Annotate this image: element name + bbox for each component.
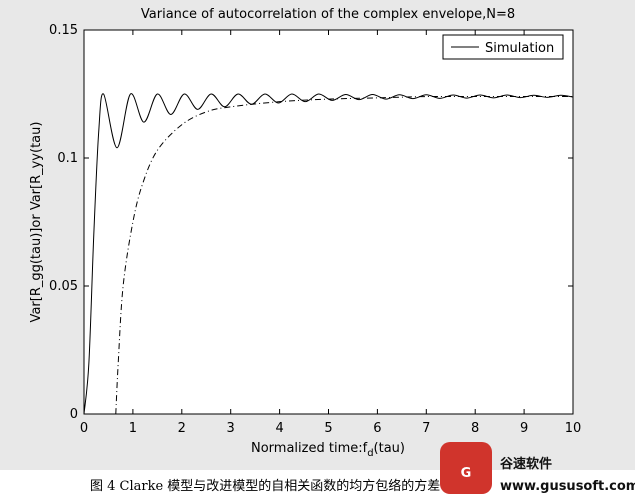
- x-label-main: Normalized time:f: [251, 441, 368, 456]
- x-tick-label: 7: [422, 421, 430, 436]
- x-tick-label: 3: [227, 421, 235, 436]
- watermark-url: www.gususoft.com: [500, 479, 635, 494]
- x-tick-label: 10: [565, 421, 582, 436]
- plot-area: [83, 29, 574, 415]
- y-tick-label: 0.05: [49, 279, 78, 294]
- watermark: G 谷速软件 www.gususoft.com: [440, 442, 635, 494]
- series-line: [115, 95, 573, 415]
- watermark-logo-letter: G: [461, 466, 472, 481]
- x-label-sub: d: [367, 448, 373, 459]
- y-tick-label: 0: [70, 407, 78, 422]
- x-tick-label: 2: [178, 421, 186, 436]
- y-tick-label: 0.15: [49, 23, 78, 38]
- watermark-name: 谷速软件: [500, 456, 552, 472]
- x-tick-label: 5: [324, 421, 332, 436]
- x-axis-label: Normalized time:fd(tau): [251, 441, 405, 459]
- x-tick-label: 8: [471, 421, 479, 436]
- y-tick-label: 0.1: [57, 151, 78, 166]
- x-tick-label: 0: [80, 421, 88, 436]
- chart-title: Variance of autocorrelation of the compl…: [141, 7, 515, 22]
- series-line: [83, 93, 574, 415]
- caption: 图 4 Clarke 模型与改进模型的自相关函数的均方包络的方差: [90, 478, 440, 494]
- x-tick-label: 1: [129, 421, 137, 436]
- x-tick-label: 6: [373, 421, 381, 436]
- legend-box: [442, 34, 564, 60]
- x-tick-label: 9: [520, 421, 528, 436]
- legend-label: Simulation: [485, 41, 554, 56]
- watermark-logo: [440, 442, 492, 494]
- x-tick-label: 4: [275, 421, 283, 436]
- x-label-end: (tau): [374, 441, 405, 456]
- y-axis-label: Var[R_gg(tau)]or Var[R_yy(tau): [29, 122, 44, 323]
